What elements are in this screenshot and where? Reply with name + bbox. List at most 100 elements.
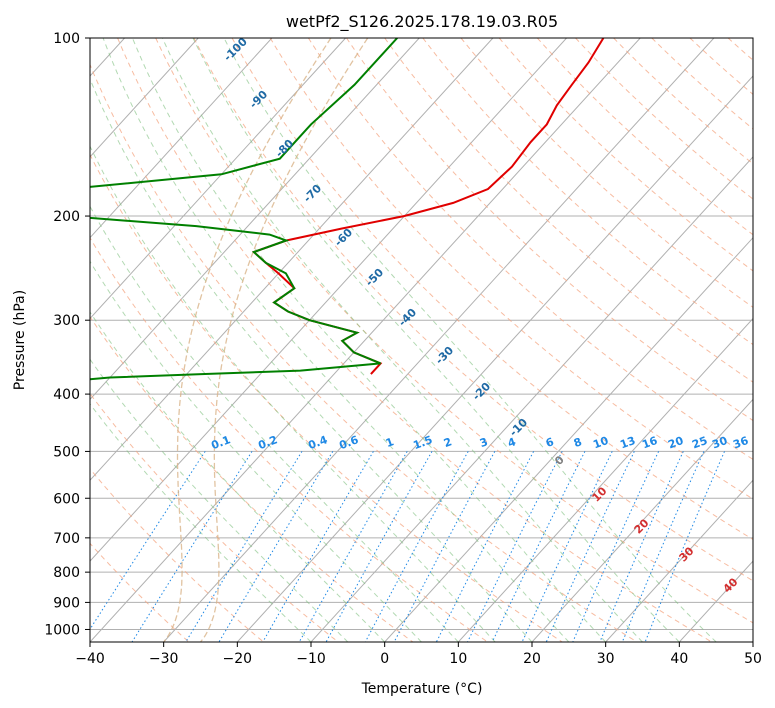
mixing-ratio-line (467, 451, 563, 642)
dry-adiabat (231, 38, 753, 541)
mixing-ratio-line (521, 451, 613, 642)
mixing-ratio-line (364, 451, 469, 642)
y-tick-label: 900 (53, 595, 80, 611)
moist-adiabat (161, 38, 643, 642)
y-tick-label: 700 (53, 531, 80, 547)
mixing-ratio-line (393, 451, 496, 642)
mixing-ratio-label: 0.4 (306, 433, 329, 452)
moist-adiabat (90, 205, 459, 642)
y-tick-label: 500 (53, 444, 80, 460)
dry-adiabat (90, 236, 488, 642)
mixing-ratio-line (644, 451, 725, 642)
x-tick-label: −10 (296, 651, 326, 667)
mixing-ratio-label: 1.5 (411, 433, 434, 452)
mixing-ratio-label: 0.2 (256, 433, 279, 452)
isotherm-gridline (90, 38, 567, 562)
isotherm-gridline (236, 75, 753, 642)
mixing-ratio-label: 25 (690, 434, 709, 451)
x-axis-label: Temperature (°C) (361, 681, 483, 697)
mixing-ratio-line (298, 451, 408, 642)
decorative-curve (163, 38, 332, 642)
mixing-ratio-label: 36 (731, 434, 750, 452)
mixing-ratio-line (185, 451, 303, 642)
dry-adiabat (90, 153, 563, 642)
mixing-ratio-line (435, 451, 535, 642)
y-tick-label: 100 (53, 31, 80, 47)
moist-adiabat (102, 38, 570, 642)
mixing-ratio-label: 30 (710, 434, 729, 452)
x-tick-label: 50 (744, 651, 762, 667)
dry-adiabat (90, 468, 264, 642)
mixing-ratio-label: 8 (572, 435, 584, 450)
y-tick-label: 600 (53, 491, 80, 507)
mixing-ratio-label: 0.1 (209, 433, 232, 452)
background-lines (90, 38, 775, 642)
isotherm-gridline (752, 641, 753, 642)
moist-adiabat (90, 311, 386, 642)
y-tick-label: 1000 (44, 622, 80, 638)
moist-adiabat (90, 403, 312, 642)
y-tick-label: 400 (53, 387, 80, 403)
x-tick-label: 0 (380, 651, 389, 667)
isotherm-gridline (90, 38, 494, 482)
moist-adiabat (223, 38, 717, 642)
isotherm-gridline (605, 479, 753, 642)
mixing-ratio-line (262, 451, 374, 642)
moist-adiabat (90, 260, 422, 642)
x-tick-label: −30 (149, 651, 179, 667)
dry-adiabat (90, 392, 339, 642)
dry-adiabat (117, 38, 712, 642)
mixing-ratio-label: 6 (544, 435, 556, 450)
isotherm-gridline (384, 236, 753, 642)
mixing-ratio-line (491, 451, 586, 642)
isotherm-gridline (457, 317, 753, 642)
mixing-ratio-line (545, 451, 635, 642)
moist-adiabat (131, 38, 607, 642)
x-axis: −40 −30 −20 −10 0 10 20 30 40 50 (75, 642, 762, 667)
isotherm-gridline (90, 38, 199, 158)
mixing-ratio-line (325, 451, 433, 642)
isotherm-gridline (531, 398, 753, 642)
mixing-ratio-label: 0.6 (337, 433, 360, 452)
moist-adiabat (192, 38, 680, 642)
y-tick-label: 300 (53, 313, 80, 329)
chart-title: wetPf2_S126.2025.178.19.03.R05 (286, 12, 558, 32)
isotherm-gridline (90, 38, 273, 239)
dry-adiabat (766, 38, 775, 642)
plot-frame (89, 37, 754, 643)
dry-adiabat (155, 38, 753, 624)
moist-adiabat (90, 145, 496, 642)
mixing-ratio-label: 3 (478, 435, 490, 450)
y-tick-label: 800 (53, 565, 80, 581)
x-tick-label: 30 (597, 651, 615, 667)
y-axis: 100 200 300 400 500 600 700 800 900 1000 (44, 31, 90, 638)
dry-adiabat (193, 38, 753, 582)
mixing-ratio-label: 13 (618, 434, 637, 451)
profile-line-2 (90, 38, 398, 381)
isotherm-gridline (163, 38, 715, 642)
series-group (90, 38, 605, 381)
dry-adiabat (269, 38, 753, 500)
x-tick-label: −40 (75, 651, 105, 667)
mixing-ratio-label: 4 (506, 435, 518, 450)
x-tick-label: 20 (523, 651, 541, 667)
isotherm-gridline (310, 156, 753, 642)
x-tick-label: −20 (223, 651, 253, 667)
mixing-ratio-label: 20 (666, 434, 685, 452)
moist-adiabat (90, 358, 349, 642)
decorative-curve (199, 38, 369, 642)
dry-adiabat (90, 63, 638, 642)
mixing-ratio-label: 2 (442, 435, 454, 450)
dry-adiabat (422, 38, 753, 346)
moist-adiabat (90, 77, 533, 642)
y-axis-label: Pressure (hPa) (12, 290, 28, 390)
y-tick-label: 200 (53, 209, 80, 225)
x-tick-label: 10 (449, 651, 467, 667)
isotherm-gridline (90, 38, 641, 642)
mixing-ratio-line (131, 451, 253, 642)
isotherm-gridline (90, 38, 346, 320)
mixing-ratio-label: 10 (591, 434, 610, 452)
mixing-ratio-label: 16 (640, 434, 659, 452)
mixing-ratio-label: 1 (384, 435, 396, 450)
